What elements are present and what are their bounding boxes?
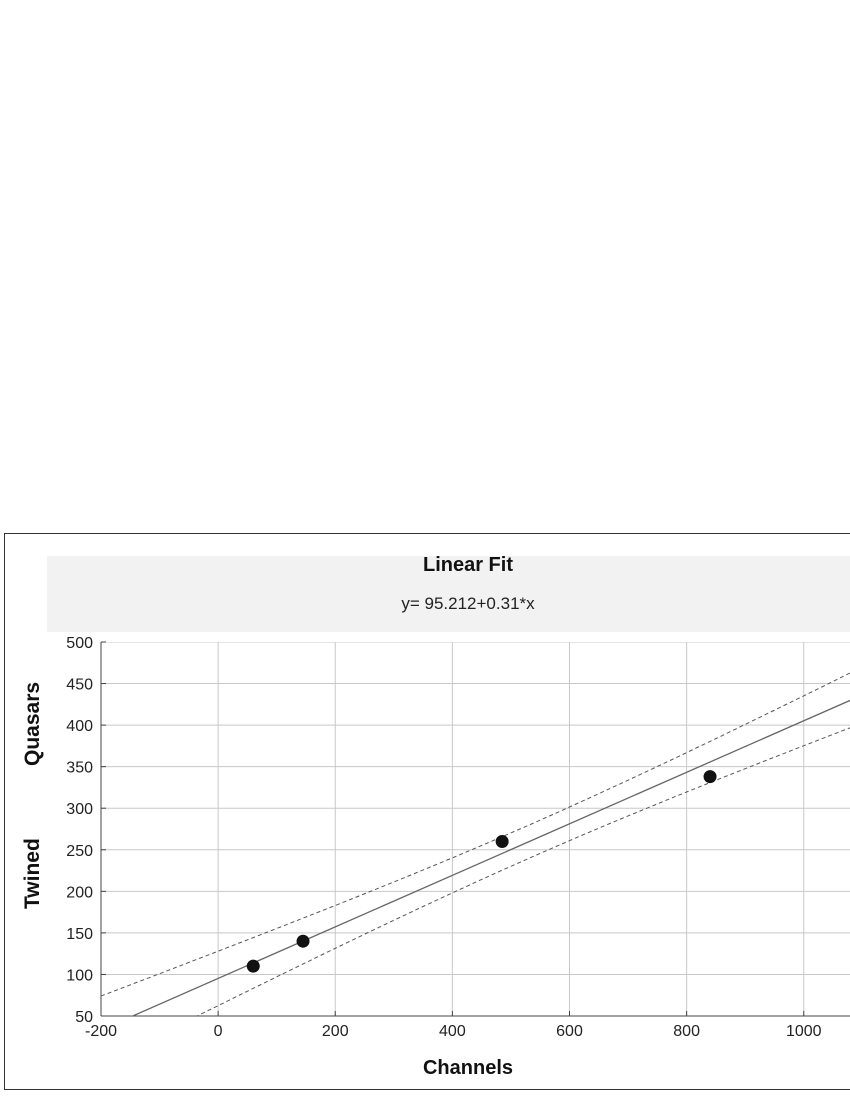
x-tick-label: 600 xyxy=(556,1023,583,1040)
x-tick-label: 400 xyxy=(439,1023,466,1040)
x-tick-label: 800 xyxy=(673,1023,700,1040)
y-tick-label: 350 xyxy=(66,760,93,777)
confidence-band-upper xyxy=(101,672,850,997)
x-tick-label: 200 xyxy=(322,1023,349,1040)
x-tick-label: 1000 xyxy=(786,1023,822,1040)
y-tick-label: 500 xyxy=(66,635,93,652)
data-point xyxy=(495,834,509,848)
x-axis-label: Channels xyxy=(422,1057,514,1079)
data-point xyxy=(246,959,260,973)
x-tick-label: -200 xyxy=(85,1023,117,1040)
confidence-band-lower xyxy=(195,727,850,1016)
y-tick-label: 200 xyxy=(66,884,93,901)
x-tick-label: 0 xyxy=(214,1023,223,1040)
y-tick-label: 300 xyxy=(66,801,93,818)
y-axis-label-twined: Twined xyxy=(21,838,44,909)
plot-area: 50 100 150 200 250 300 350 400 450 500 -200 0 200 400… xyxy=(66,635,850,1040)
y-axis-label-quasars: Quasars xyxy=(21,681,44,766)
grid-lines xyxy=(101,642,850,1016)
chart-subtitle: y= 95.212+0.31*x xyxy=(401,594,535,613)
chart-title: Linear Fit xyxy=(422,554,513,576)
y-tick-label: 250 xyxy=(66,843,93,860)
plot-background xyxy=(101,642,850,1016)
y-tick-label: 150 xyxy=(66,926,93,943)
y-tick-label: 50 xyxy=(75,1009,93,1026)
chart-figure: Linear Fit y= 95.212+0.31*x 50 100 150 200 2… xyxy=(4,533,850,1090)
data-point xyxy=(703,770,717,784)
y-tick-label: 450 xyxy=(66,677,93,694)
data-point xyxy=(296,934,310,948)
chart-header-panel xyxy=(47,556,850,632)
y-tick-label: 100 xyxy=(66,967,93,984)
y-tick-label: 400 xyxy=(66,718,93,735)
